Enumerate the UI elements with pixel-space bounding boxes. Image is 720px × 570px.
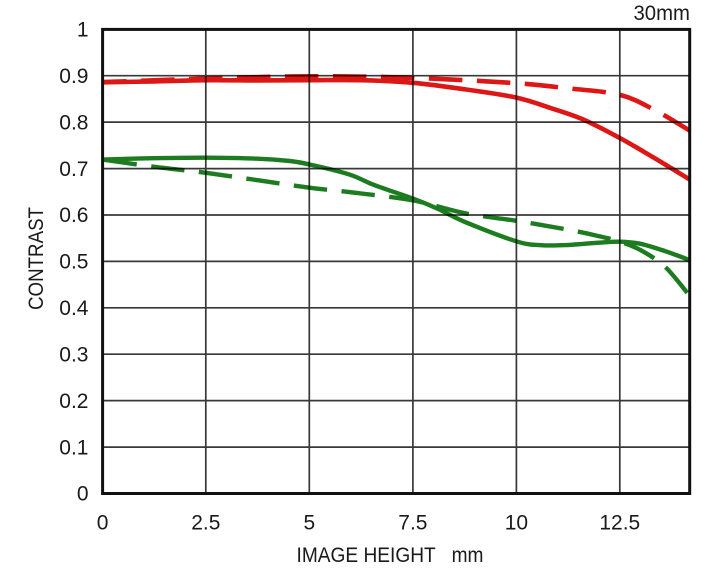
svg-text:5: 5	[303, 512, 315, 535]
svg-text:10: 10	[505, 512, 528, 535]
svg-text:0.1: 0.1	[59, 436, 88, 459]
svg-text:0.9: 0.9	[59, 65, 88, 88]
svg-text:2.5: 2.5	[191, 512, 220, 535]
svg-text:0.4: 0.4	[59, 297, 89, 320]
svg-text:7.5: 7.5	[398, 512, 427, 535]
svg-text:0: 0	[97, 512, 109, 535]
svg-text:0: 0	[77, 483, 89, 506]
svg-text:0.5: 0.5	[59, 251, 88, 274]
svg-text:1: 1	[77, 19, 89, 42]
svg-text:0.7: 0.7	[59, 158, 88, 181]
svg-text:30mm: 30mm	[634, 2, 691, 25]
svg-text:IMAGE HEIGHT mm: IMAGE HEIGHT mm	[297, 544, 484, 567]
svg-text:0.8: 0.8	[59, 111, 88, 134]
svg-text:12.5: 12.5	[599, 512, 640, 535]
svg-text:CONTRAST: CONTRAST	[24, 207, 48, 310]
svg-text:0.6: 0.6	[59, 204, 88, 227]
svg-text:0.3: 0.3	[59, 343, 88, 366]
svg-text:0.2: 0.2	[59, 390, 88, 413]
